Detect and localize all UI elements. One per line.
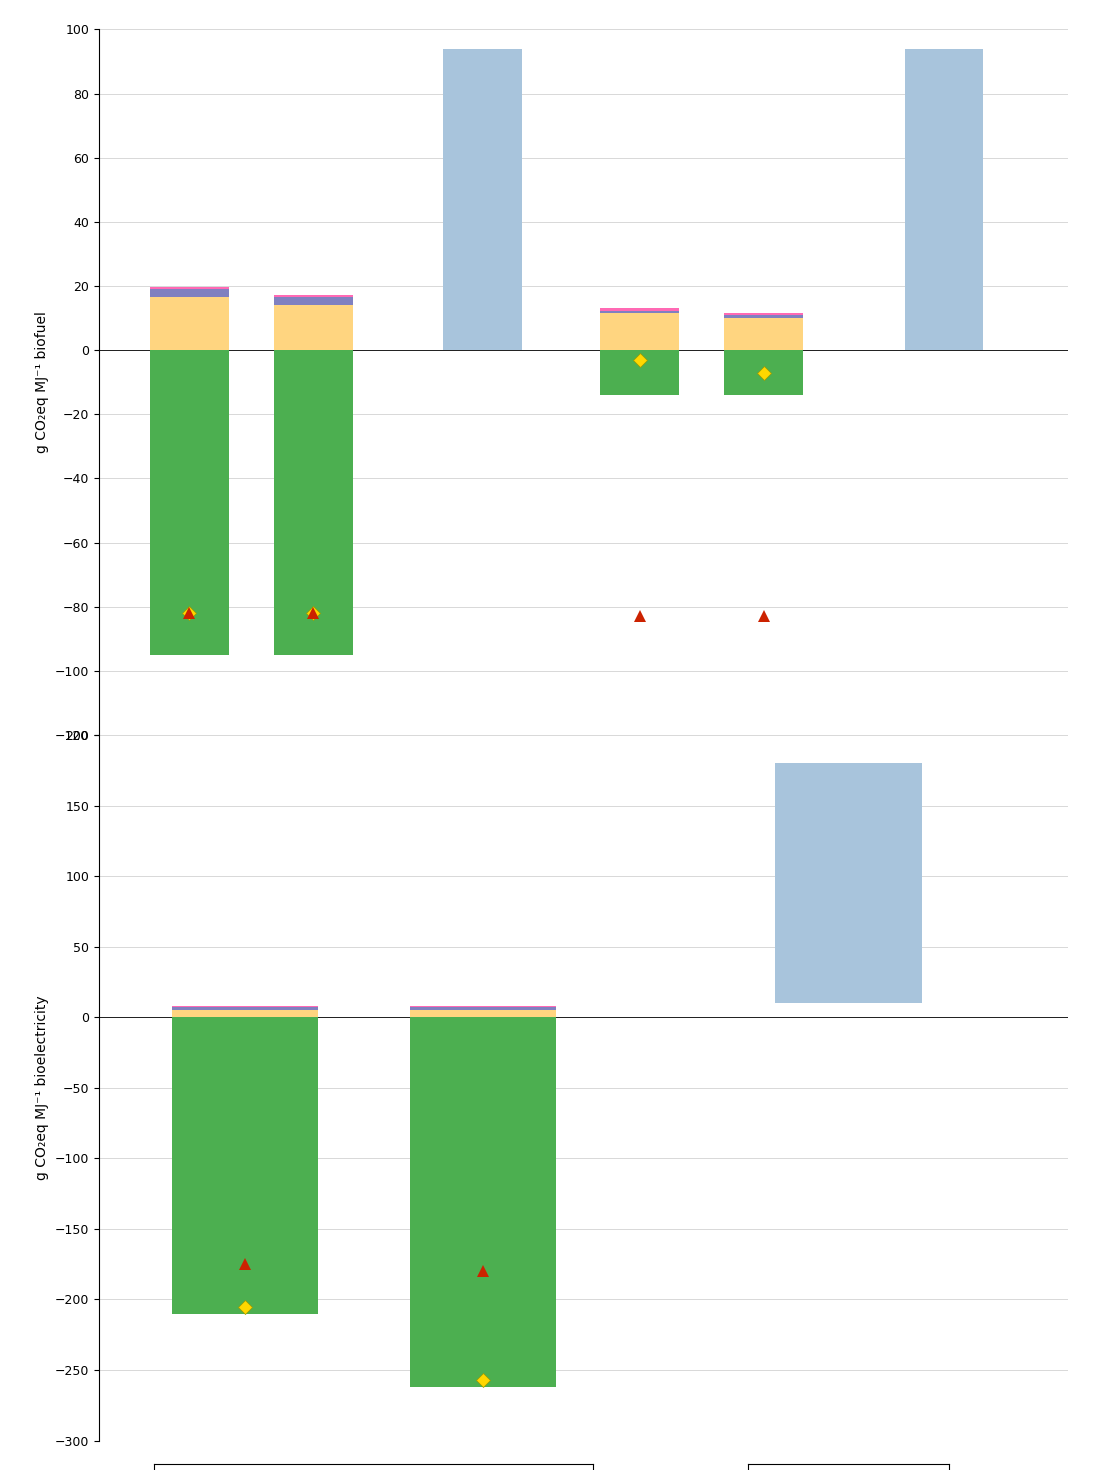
Bar xyxy=(905,49,983,350)
Text: Diesel: Diesel xyxy=(462,816,501,829)
Bar xyxy=(150,287,229,290)
Text: Oil palm-biodiesel: Oil palm-biodiesel xyxy=(195,816,307,829)
Bar xyxy=(274,306,352,350)
Text: High: High xyxy=(298,773,327,786)
Bar xyxy=(410,1010,556,1017)
Text: Sugarcane-bioethanol: Sugarcane-bioethanol xyxy=(633,816,771,829)
Text: High: High xyxy=(750,773,778,786)
Bar xyxy=(150,290,229,297)
Bar xyxy=(274,350,352,654)
Bar xyxy=(172,1017,318,1314)
Bar xyxy=(600,313,679,350)
Bar xyxy=(724,350,804,395)
Y-axis label: g CO₂eq MJ⁻¹ biofuel: g CO₂eq MJ⁻¹ biofuel xyxy=(35,312,50,453)
Bar xyxy=(410,1017,556,1388)
Bar xyxy=(600,350,679,395)
Bar xyxy=(150,297,229,350)
Text: (a) Biofuels emissions: (a) Biofuels emissions xyxy=(500,914,667,931)
Text: Medium: Medium xyxy=(614,773,665,786)
Bar xyxy=(600,309,679,310)
Text: Medium: Medium xyxy=(164,773,215,786)
Bar xyxy=(775,763,922,1003)
Bar xyxy=(172,1010,318,1017)
Bar xyxy=(724,318,804,350)
Bar xyxy=(410,1007,556,1010)
Bar xyxy=(172,1007,318,1010)
Bar xyxy=(274,297,352,306)
Legend: Industrial production emissions, Emissions by use, Fossil emissions, Cultivation: Industrial production emissions, Emissio… xyxy=(106,879,633,931)
Bar xyxy=(150,350,229,654)
Bar xyxy=(600,310,679,313)
Y-axis label: g CO₂eq MJ⁻¹ bioelectricity: g CO₂eq MJ⁻¹ bioelectricity xyxy=(35,995,50,1180)
Bar xyxy=(724,313,804,316)
Bar xyxy=(274,294,352,297)
Text: Gasoline: Gasoline xyxy=(917,816,971,829)
Bar xyxy=(443,49,522,350)
Bar xyxy=(724,316,804,318)
